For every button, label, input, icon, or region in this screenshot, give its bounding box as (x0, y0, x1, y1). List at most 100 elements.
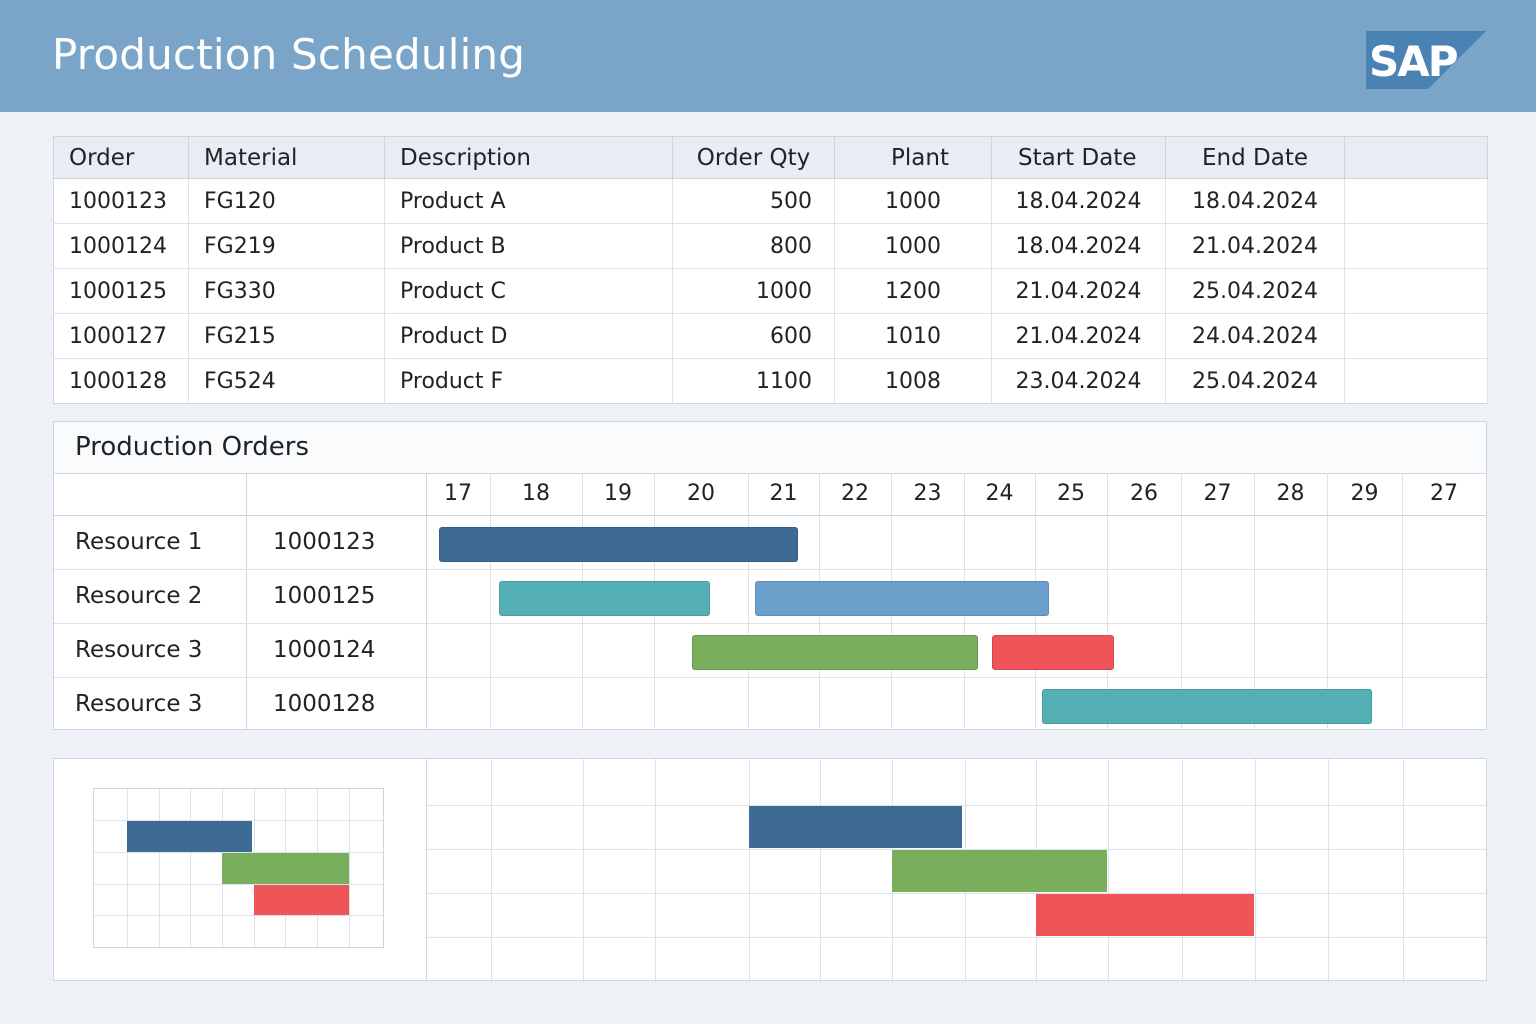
cell-material: FG219 (188, 223, 385, 269)
grid-vline (1181, 473, 1182, 730)
table-header-row: Order Material Description Order Qty Pla… (53, 136, 1488, 179)
grid-vline (1254, 473, 1255, 730)
day-label-8: 25 (1057, 481, 1085, 506)
cell-order-qty: 500 (672, 178, 835, 224)
mini-overview-chart[interactable] (93, 788, 384, 948)
cell-plant: 1010 (834, 313, 992, 359)
col-header-material[interactable]: Material (188, 136, 385, 179)
cell-order-qty: 1100 (672, 358, 835, 404)
cell-end-date: 18.04.2024 (1165, 178, 1345, 224)
timeline-vline (1255, 759, 1256, 980)
col-header-plant[interactable]: Plant (834, 136, 992, 179)
resource-order[interactable]: 1000124 (273, 637, 376, 663)
gantt-bar[interactable] (755, 581, 1050, 616)
cell-order-qty: 600 (672, 313, 835, 359)
col-header-start-date[interactable]: Start Date (991, 136, 1166, 179)
timeline-vline (1108, 759, 1109, 980)
resource-order[interactable]: 1000123 (273, 529, 376, 555)
timeline-vline (749, 759, 750, 980)
resource-label: Resource 1 (75, 529, 203, 555)
mini-hline (94, 852, 383, 853)
gantt-bar[interactable] (691, 635, 979, 670)
mini-vline (349, 789, 350, 947)
app-header: Production Scheduling SAP (0, 0, 1536, 112)
gantt-bar[interactable] (1042, 689, 1372, 724)
grid-vline (1402, 473, 1403, 730)
page-title: Production Scheduling (52, 30, 526, 79)
grid-vline (1327, 473, 1328, 730)
gantt-bar[interactable] (499, 581, 711, 616)
table-row[interactable]: 1000124 FG219 Product B 800 1000 18.04.2024 21… (53, 223, 1488, 269)
resource-label: Resource 2 (75, 583, 203, 609)
timeline-hline (427, 937, 1487, 938)
grid-vline (246, 473, 247, 730)
timeline-vline (583, 759, 584, 980)
cell-start-date: 21.04.2024 (991, 268, 1166, 314)
cell-start-date: 23.04.2024 (991, 358, 1166, 404)
resource-order[interactable]: 1000125 (273, 583, 376, 609)
gantt-bar[interactable] (992, 635, 1115, 670)
production-orders-gantt: Production Orders 17 18 19 20 21 22 23 24 25 26 27… (53, 421, 1487, 730)
cell-end-date: 21.04.2024 (1165, 223, 1345, 269)
grid-hline (54, 677, 1486, 678)
cell-order: 1000125 (53, 268, 189, 314)
timeline-bar[interactable] (749, 806, 962, 848)
table-row[interactable]: 1000127 FG215 Product D 600 1010 21.04.2024 24… (53, 313, 1488, 359)
sap-logo-text: SAP (1369, 37, 1458, 86)
mini-bar (254, 885, 349, 915)
gantt-day-header (54, 473, 1486, 516)
col-header-order-qty[interactable]: Order Qty (672, 136, 835, 179)
cell-plant: 1008 (834, 358, 992, 404)
day-label-2: 19 (604, 481, 632, 506)
col-header-order[interactable]: Order (53, 136, 189, 179)
grid-vline (490, 473, 491, 730)
cell-material: FG524 (188, 358, 385, 404)
cell-order-qty: 800 (672, 223, 835, 269)
cell-material: FG330 (188, 268, 385, 314)
timeline-vline (655, 759, 656, 980)
cell-material: FG120 (188, 178, 385, 224)
timeline-vline (820, 759, 821, 980)
cell-plant: 1000 (834, 223, 992, 269)
timeline-bar[interactable] (892, 850, 1107, 892)
timeline-vline (1182, 759, 1183, 980)
day-label-13: 27 (1430, 481, 1458, 506)
cell-end-date: 25.04.2024 (1165, 358, 1345, 404)
grid-hline (54, 623, 1486, 624)
cell-order: 1000123 (53, 178, 189, 224)
table-row[interactable]: 1000128 FG524 Product F 1100 1008 23.04.2024 2… (53, 358, 1488, 404)
day-label-9: 26 (1130, 481, 1158, 506)
gantt-title: Production Orders (75, 432, 310, 462)
timeline-bar[interactable] (1036, 894, 1254, 936)
resource-order[interactable]: 1000128 (273, 691, 376, 717)
gantt-bar[interactable] (438, 527, 798, 562)
mini-hline (94, 820, 383, 821)
cell-start-date: 21.04.2024 (991, 313, 1166, 359)
overview-timeline[interactable] (426, 759, 1487, 980)
grid-vline (748, 473, 749, 730)
sap-logo: SAP (1366, 31, 1486, 89)
cell-description: Product B (384, 223, 673, 269)
mini-vline (159, 789, 160, 947)
cell-end-date: 25.04.2024 (1165, 268, 1345, 314)
mini-hline (94, 915, 383, 916)
cell-description: Product C (384, 268, 673, 314)
timeline-hline (427, 805, 1487, 806)
cell-order: 1000124 (53, 223, 189, 269)
table-row[interactable]: 1000125 FG330 Product C 1000 1200 21.04.2024 2… (53, 268, 1488, 314)
col-header-end-date[interactable]: End Date (1165, 136, 1345, 179)
cell-plant: 1200 (834, 268, 992, 314)
day-label-5: 22 (841, 481, 869, 506)
timeline-vline (491, 759, 492, 980)
timeline-hline (427, 849, 1487, 850)
mini-bar (222, 853, 349, 884)
cell-empty (1344, 223, 1488, 269)
cell-start-date: 18.04.2024 (991, 223, 1166, 269)
timeline-vline (1328, 759, 1329, 980)
day-label-3: 20 (687, 481, 715, 506)
col-header-description[interactable]: Description (384, 136, 673, 179)
table-row[interactable]: 1000123 FG120 Product A 500 1000 18.04.2024 18… (53, 178, 1488, 224)
timeline-hline (427, 893, 1487, 894)
cell-description: Product A (384, 178, 673, 224)
overview-panel (53, 758, 1487, 981)
